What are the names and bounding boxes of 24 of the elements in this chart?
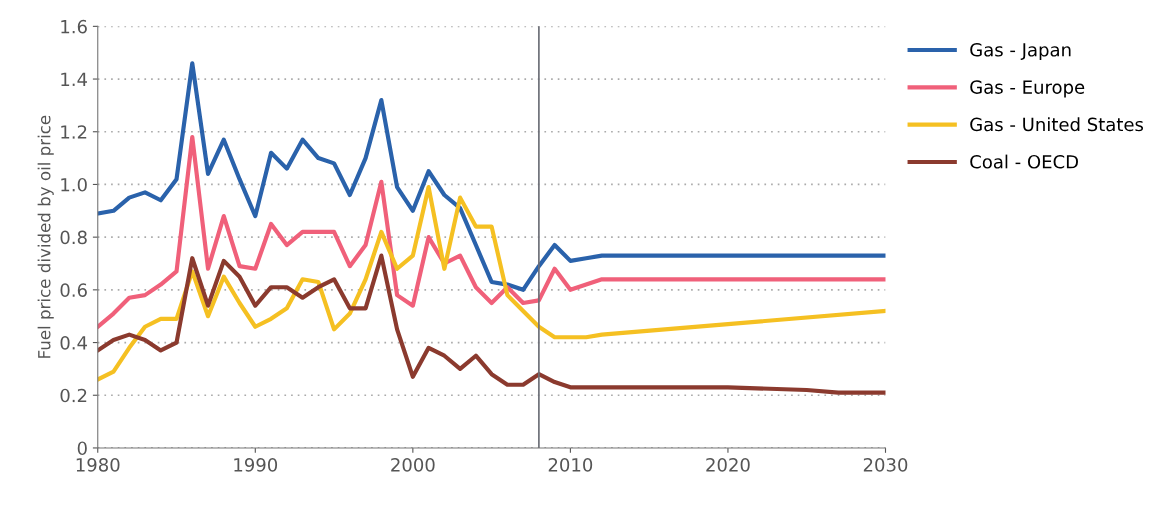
x-tick-label: 1990 — [234, 457, 278, 472]
x-tick-label: 2020 — [706, 457, 750, 472]
line-series — [97, 253, 886, 395]
line-series — [97, 134, 886, 329]
y-tick-label: 0.8 — [60, 230, 87, 245]
y-tick-label: 1.4 — [61, 72, 88, 86]
line-series — [97, 184, 886, 382]
y-tick-label: 1.0 — [61, 177, 87, 192]
x-tick-label: 1980 — [76, 457, 120, 472]
x-tick-label: 2030 — [863, 457, 908, 472]
y-tick-label: 0.4 — [60, 336, 88, 350]
y-tick-label: 0.6 — [60, 283, 87, 297]
x-tick-label: 2010 — [548, 457, 593, 472]
legend-label: Gas - Japan — [970, 42, 1071, 61]
y-tick-label: 0 — [77, 441, 87, 456]
x-tick-label: 2000 — [391, 457, 435, 472]
y-axis-title: Fuel price divided by oil price — [37, 115, 54, 358]
y-tick-label: 1.2 — [61, 125, 87, 139]
legend-label: Gas - United States — [970, 117, 1144, 132]
line-series — [97, 61, 886, 292]
y-tick-label: 0.2 — [60, 388, 87, 403]
legend-label: Coal - OECD — [970, 154, 1078, 169]
legend-label: Gas - Europe — [970, 80, 1085, 98]
y-tick-label: 1.6 — [61, 19, 87, 34]
